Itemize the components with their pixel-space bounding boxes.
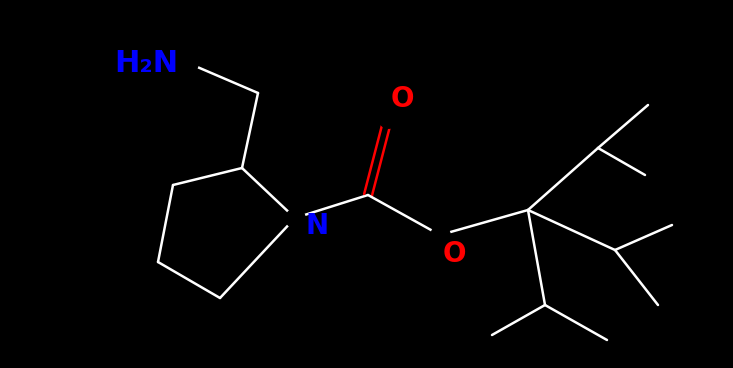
Text: H₂N: H₂N xyxy=(114,49,178,78)
Text: N: N xyxy=(305,212,328,240)
Text: O: O xyxy=(391,85,414,113)
Text: O: O xyxy=(443,240,466,268)
